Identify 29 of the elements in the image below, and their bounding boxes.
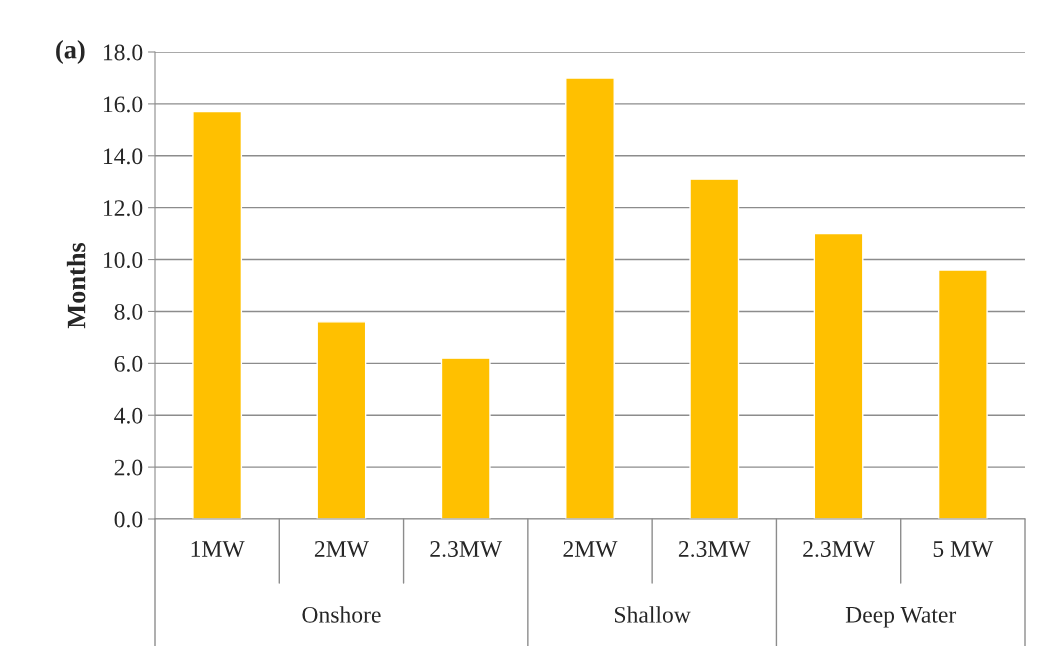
x-tick-label: 1MW <box>191 541 245 558</box>
x-tick-label: 2MW <box>314 541 369 558</box>
bar <box>813 232 864 519</box>
text: Deep Water <box>845 607 957 628</box>
y-tick-label: 6.0 <box>114 355 143 372</box>
y-axis-title: Months <box>66 242 86 329</box>
y-tick-label: 10.0 <box>103 252 143 269</box>
chart-title: (a) <box>56 40 85 64</box>
y-tick-label: 4.0 <box>114 407 143 424</box>
bar <box>440 357 491 519</box>
bar <box>689 178 740 519</box>
x-tick-label: 2.3MW <box>430 541 503 558</box>
y-tick-label: 0.0 <box>114 511 143 528</box>
y-tick-label: 8.0 <box>114 303 143 320</box>
bar <box>192 110 243 519</box>
bar <box>316 321 367 519</box>
x-tick-label: 2.3MW <box>803 541 875 558</box>
bar <box>937 269 988 519</box>
text: Shallow <box>615 606 691 623</box>
x-tick-label: 5 MW <box>933 541 994 558</box>
y-tick-label: 14.0 <box>103 148 143 165</box>
x-tick-label: 2.3MW <box>678 541 751 558</box>
text: Onshore <box>302 606 381 623</box>
y-tick-label: 12.0 <box>103 200 143 217</box>
bar <box>565 77 615 519</box>
x-tick-label: 2MW <box>563 541 618 558</box>
y-tick-label: 2.0 <box>114 459 143 476</box>
y-tick-label: 18.0 <box>103 44 143 61</box>
y-tick-label: 16.0 <box>103 96 143 113</box>
